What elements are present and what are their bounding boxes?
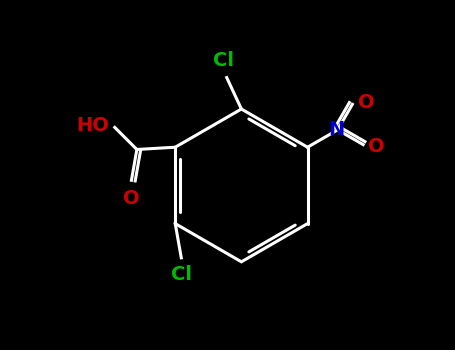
Text: O: O xyxy=(369,137,385,156)
Text: N: N xyxy=(328,120,344,139)
Text: Cl: Cl xyxy=(213,51,234,70)
Text: O: O xyxy=(358,93,374,112)
Text: O: O xyxy=(123,189,140,208)
Text: Cl: Cl xyxy=(171,265,192,285)
Text: HO: HO xyxy=(77,116,110,135)
